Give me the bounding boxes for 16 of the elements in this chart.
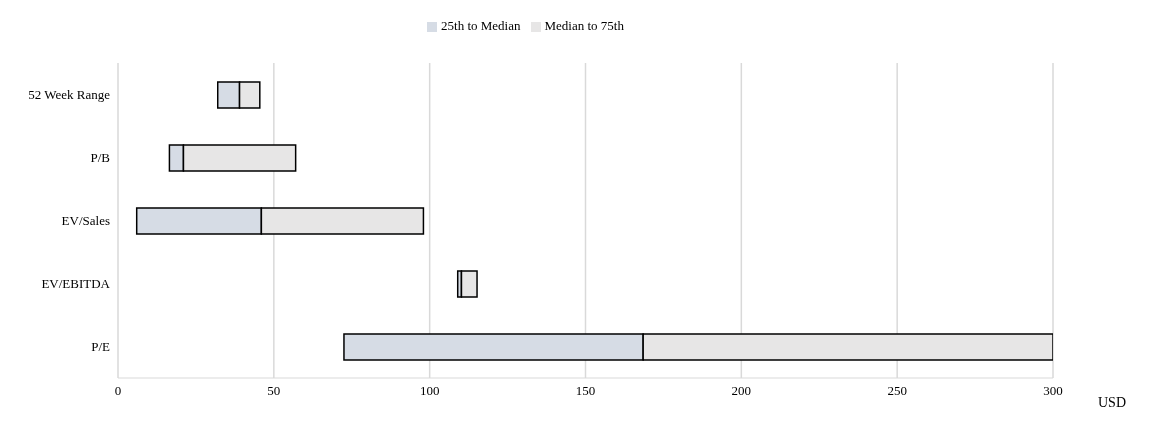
x-tick-label: 50 bbox=[267, 383, 281, 399]
y-tick-label: EV/Sales bbox=[61, 213, 110, 229]
y-tick-label: P/B bbox=[90, 150, 111, 166]
legend-label: 25th to Median bbox=[441, 18, 521, 33]
bar bbox=[460, 270, 478, 298]
legend-label: Median to 75th bbox=[544, 18, 624, 33]
x-tick-label: 250 bbox=[887, 383, 907, 399]
y-tick-label: EV/EBITDA bbox=[41, 276, 111, 292]
y-tick-label: 52 Week Range bbox=[28, 87, 111, 103]
y-tick-label: P/E bbox=[91, 339, 111, 355]
x-tick-label: 300 bbox=[1043, 383, 1063, 399]
x-tick-label: 150 bbox=[575, 383, 596, 399]
x-axis-title: USD bbox=[1098, 394, 1127, 410]
x-tick-label: 100 bbox=[419, 383, 440, 399]
x-tick-label: 0 bbox=[114, 383, 122, 399]
x-tick-label: 200 bbox=[731, 383, 752, 399]
